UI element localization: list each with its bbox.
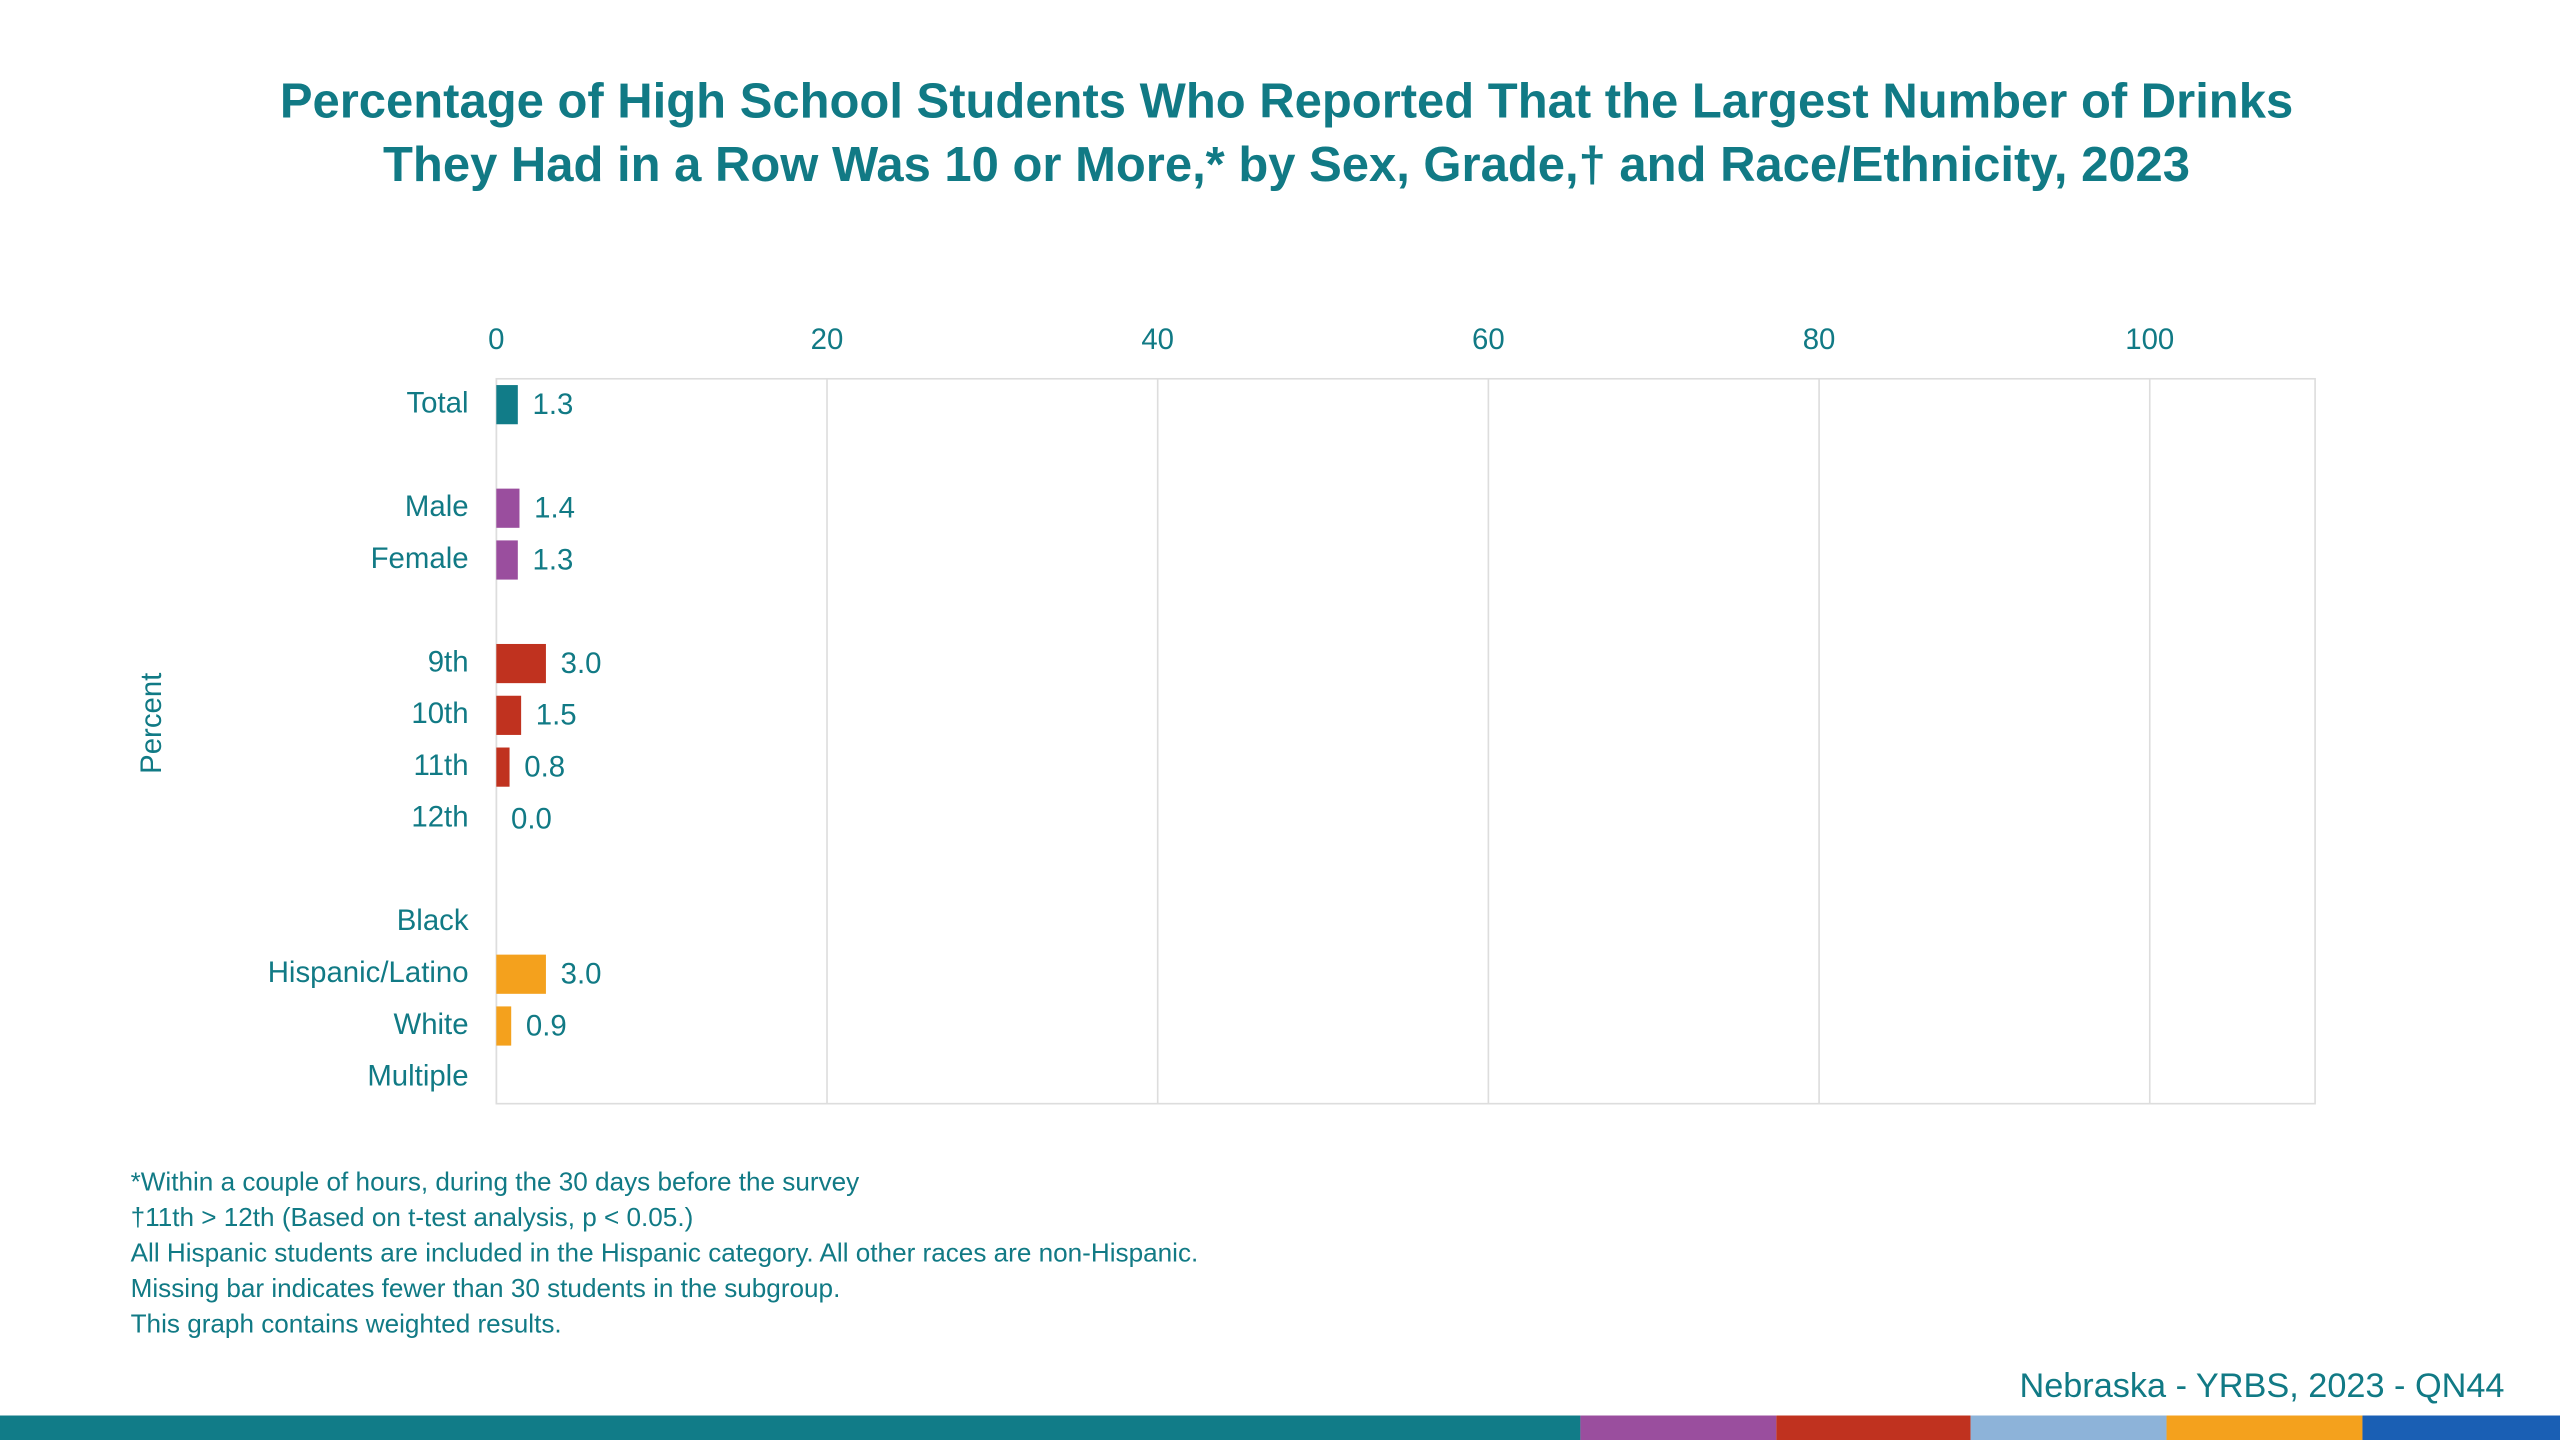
bar	[496, 643, 546, 684]
value-label: 0.8	[524, 751, 565, 784]
value-label: 1.3	[533, 388, 574, 421]
x-tick-label: 40	[1141, 323, 1174, 356]
chart-title: Percentage of High School Students Who R…	[280, 74, 2293, 128]
y-tick-label: White	[393, 1008, 468, 1041]
y-tick-label: Multiple	[367, 1060, 468, 1093]
y-tick-label: Hispanic/Latino	[268, 956, 469, 989]
bar	[496, 954, 546, 994]
bar	[496, 540, 518, 580]
value-label: 3.0	[561, 958, 602, 991]
x-tick-label: 100	[2125, 323, 2174, 356]
bar	[496, 1006, 512, 1046]
value-label: 1.3	[533, 543, 574, 576]
bar	[496, 385, 518, 425]
y-tick-label: Female	[371, 542, 469, 575]
y-tick-label: Male	[405, 490, 469, 523]
y-tick-label: 11th	[414, 749, 469, 782]
y-tick-label: 10th	[411, 697, 468, 730]
bar	[496, 488, 520, 528]
bar	[496, 695, 522, 735]
value-label: 1.4	[534, 492, 575, 525]
value-label: 0.9	[526, 1009, 567, 1042]
x-tick-label: 60	[1472, 323, 1505, 356]
footnote: All Hispanic students are included in th…	[131, 1237, 1199, 1267]
x-tick-label: 0	[488, 323, 504, 356]
footnote: †11th > 12th (Based on t-test analysis, …	[131, 1202, 694, 1232]
value-label: 3.0	[561, 647, 602, 680]
y-tick-label: 12th	[411, 801, 468, 834]
chart-title: They Had in a Row Was 10 or More,* by Se…	[383, 138, 2190, 192]
x-tick-label: 20	[811, 323, 844, 356]
y-tick-label: Total	[407, 386, 469, 419]
footnote: Missing bar indicates fewer than 30 stud…	[131, 1273, 841, 1303]
source: Nebraska - YRBS, 2023 - QN44	[2019, 1367, 2504, 1405]
y-tick-label: Black	[397, 904, 469, 937]
value-label: 1.5	[536, 699, 577, 732]
y-axis-label: Percent	[135, 673, 168, 774]
footer-stripe	[0, 1415, 2560, 1440]
footnote: This graph contains weighted results.	[131, 1308, 562, 1338]
x-tick-label: 80	[1803, 323, 1836, 356]
plot-area	[495, 377, 2316, 1105]
value-label: 0.0	[511, 802, 552, 835]
y-tick-label: 9th	[428, 645, 469, 678]
bar	[496, 747, 510, 787]
footnote: *Within a couple of hours, during the 30…	[131, 1167, 860, 1197]
